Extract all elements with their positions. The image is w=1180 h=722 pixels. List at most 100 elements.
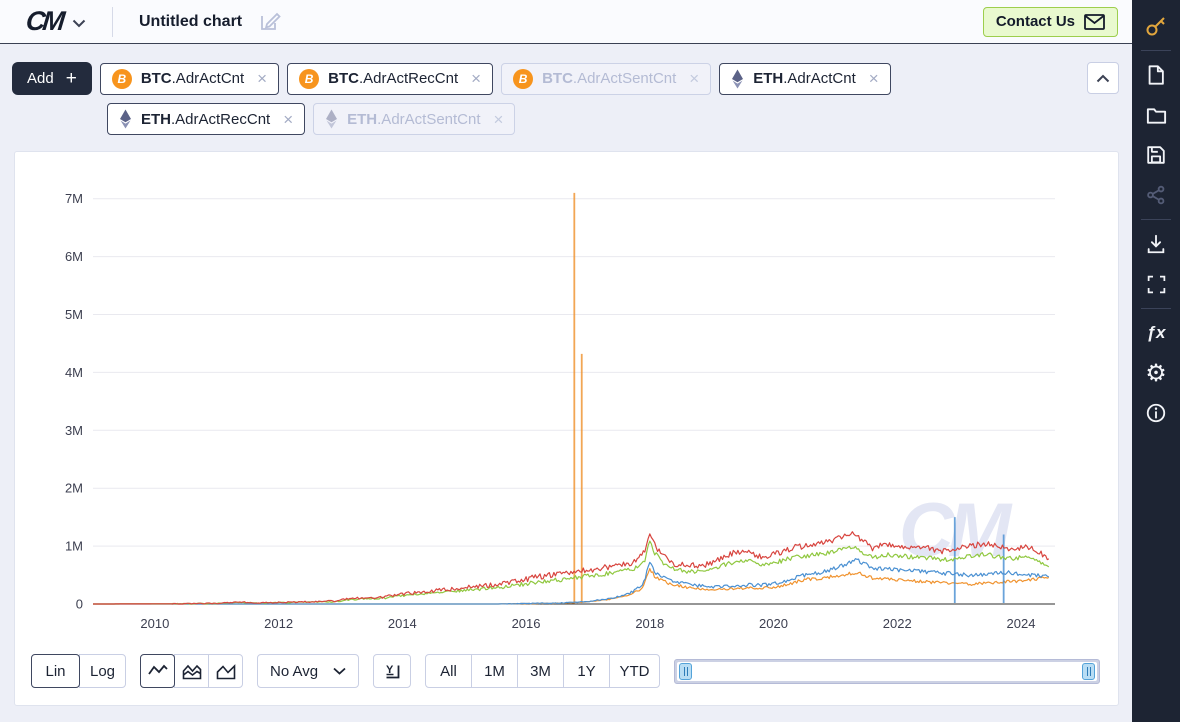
navigator-right-handle[interactable] [1082, 662, 1095, 680]
chart-controls: Lin Log [31, 654, 1100, 688]
line-chart-icon [147, 664, 168, 675]
svg-text:6M: 6M [65, 249, 83, 264]
linear-scale-button[interactable]: Lin [31, 654, 80, 688]
range-3m-button[interactable]: 3M [517, 654, 564, 688]
navigator-track[interactable] [677, 661, 1097, 681]
contact-us-label: Contact Us [995, 13, 1075, 30]
add-label: Add [27, 70, 54, 87]
sidebar-item-fullscreen[interactable] [1132, 264, 1180, 304]
remove-chip-icon[interactable]: × [283, 109, 294, 129]
svg-text:1M: 1M [65, 539, 83, 554]
sidebar-item-share[interactable] [1132, 175, 1180, 215]
ethereum-icon [326, 109, 338, 129]
sidebar-item-open-folder[interactable] [1132, 95, 1180, 135]
divider [1141, 219, 1171, 220]
download-icon [1147, 234, 1165, 254]
add-metric-button[interactable]: Add + [12, 62, 92, 95]
scale-toggle-group: Lin Log [31, 654, 126, 688]
svg-text:2024: 2024 [1007, 616, 1036, 631]
page-title: Untitled chart [139, 12, 243, 30]
new-file-icon [1148, 65, 1164, 85]
sidebar-item-formulas[interactable]: ƒx [1132, 313, 1180, 353]
envelope-icon [1084, 13, 1105, 30]
chip-eth-adractsentcnt[interactable]: ETH.AdrActSentCnt × [313, 103, 516, 135]
ethereum-icon [732, 69, 744, 88]
function-icon: ƒx [1146, 323, 1166, 342]
range-all-button[interactable]: All [425, 654, 472, 688]
area-chart-type-button[interactable] [208, 654, 243, 688]
svg-text:2018: 2018 [635, 616, 664, 631]
y-axis-settings-button[interactable]: Y [373, 654, 411, 688]
chart-panel: 0 1M 2M 3M 4M 5M 6M 7M CM 2010 2012 2014 2016 2018 202… [14, 151, 1119, 706]
right-sidebar: ƒx ⚙ [1132, 0, 1180, 722]
chip-eth-adractreccnt[interactable]: ETH.AdrActRecCnt × [107, 103, 306, 135]
remove-chip-icon[interactable]: × [471, 69, 482, 88]
sidebar-item-download[interactable] [1132, 224, 1180, 264]
svg-text:2020: 2020 [759, 616, 788, 631]
fullscreen-icon [1147, 275, 1165, 293]
svg-text:2010: 2010 [140, 616, 169, 631]
remove-chip-icon[interactable]: × [689, 69, 700, 88]
top-bar: CM Untitled chart Contact Us [0, 0, 1132, 44]
ethereum-icon [120, 109, 131, 129]
sidebar-item-new-file[interactable] [1132, 55, 1180, 95]
chip-btc-adractreccnt[interactable]: B BTC.AdrActRecCnt × [287, 62, 494, 95]
svg-text:7M: 7M [65, 191, 83, 206]
remove-chip-icon[interactable]: × [257, 69, 268, 88]
navigator-left-handle[interactable] [679, 662, 692, 680]
line-chart-type-button[interactable] [140, 654, 175, 688]
chart-type-group [140, 654, 243, 688]
contact-us-button[interactable]: Contact Us [982, 6, 1118, 37]
average-select-value: No Avg [270, 662, 319, 680]
chevron-up-icon [1096, 74, 1110, 82]
chip-btc-adractsentcnt[interactable]: B BTC.AdrActSentCnt × [501, 62, 712, 95]
range-ytd-button[interactable]: YTD [609, 654, 660, 688]
svg-text:0: 0 [76, 597, 83, 612]
stacked-area-icon [182, 664, 201, 679]
stacked-area-type-button[interactable] [174, 654, 209, 688]
svg-text:2022: 2022 [883, 616, 912, 631]
edit-title-icon[interactable] [258, 10, 281, 33]
plus-icon: + [65, 68, 77, 89]
info-icon [1146, 403, 1166, 423]
sidebar-item-info[interactable] [1132, 393, 1180, 433]
svg-text:5M: 5M [65, 307, 83, 322]
chevron-down-icon [333, 667, 346, 675]
sidebar-item-settings[interactable]: ⚙ [1132, 353, 1180, 393]
sidebar-item-save[interactable] [1132, 135, 1180, 175]
svg-text:2016: 2016 [512, 616, 541, 631]
logo-chevron-down-icon[interactable] [72, 19, 86, 28]
range-1y-button[interactable]: 1Y [563, 654, 610, 688]
svg-text:2014: 2014 [388, 616, 417, 631]
divider [112, 6, 113, 37]
gear-icon: ⚙ [1145, 359, 1167, 387]
collapse-toolbar-button[interactable] [1087, 62, 1119, 94]
svg-text:2M: 2M [65, 481, 83, 496]
chip-eth-adractcnt[interactable]: ETH.AdrActCnt × [719, 62, 891, 95]
average-select[interactable]: No Avg [257, 654, 359, 688]
chip-btc-adractcnt[interactable]: B BTC.AdrActCnt × [99, 62, 280, 95]
y-axis-icon: Y [386, 664, 399, 678]
bitcoin-icon: B [299, 68, 320, 89]
bitcoin-icon: B [111, 68, 132, 89]
share-icon [1147, 185, 1165, 205]
key-icon [1146, 17, 1165, 36]
chart-range-navigator[interactable] [674, 658, 1100, 684]
bitcoin-icon: B [513, 68, 534, 89]
area-chart-icon [216, 663, 235, 679]
svg-text:Y: Y [386, 664, 394, 676]
save-icon [1147, 146, 1165, 164]
remove-chip-icon[interactable]: × [493, 109, 504, 129]
remove-chip-icon[interactable]: × [868, 69, 879, 88]
cm-logo[interactable]: CM [24, 6, 64, 36]
folder-icon [1146, 107, 1166, 124]
time-series-chart[interactable]: 0 1M 2M 3M 4M 5M 6M 7M CM 2010 2012 2014 2016 2018 202… [15, 152, 1118, 705]
log-scale-button[interactable]: Log [79, 654, 126, 688]
svg-text:3M: 3M [65, 423, 83, 438]
range-1m-button[interactable]: 1M [471, 654, 518, 688]
divider [1141, 308, 1171, 309]
svg-text:CM: CM [899, 488, 1013, 573]
svg-text:2012: 2012 [264, 616, 293, 631]
sidebar-item-api-key[interactable] [1132, 6, 1180, 46]
